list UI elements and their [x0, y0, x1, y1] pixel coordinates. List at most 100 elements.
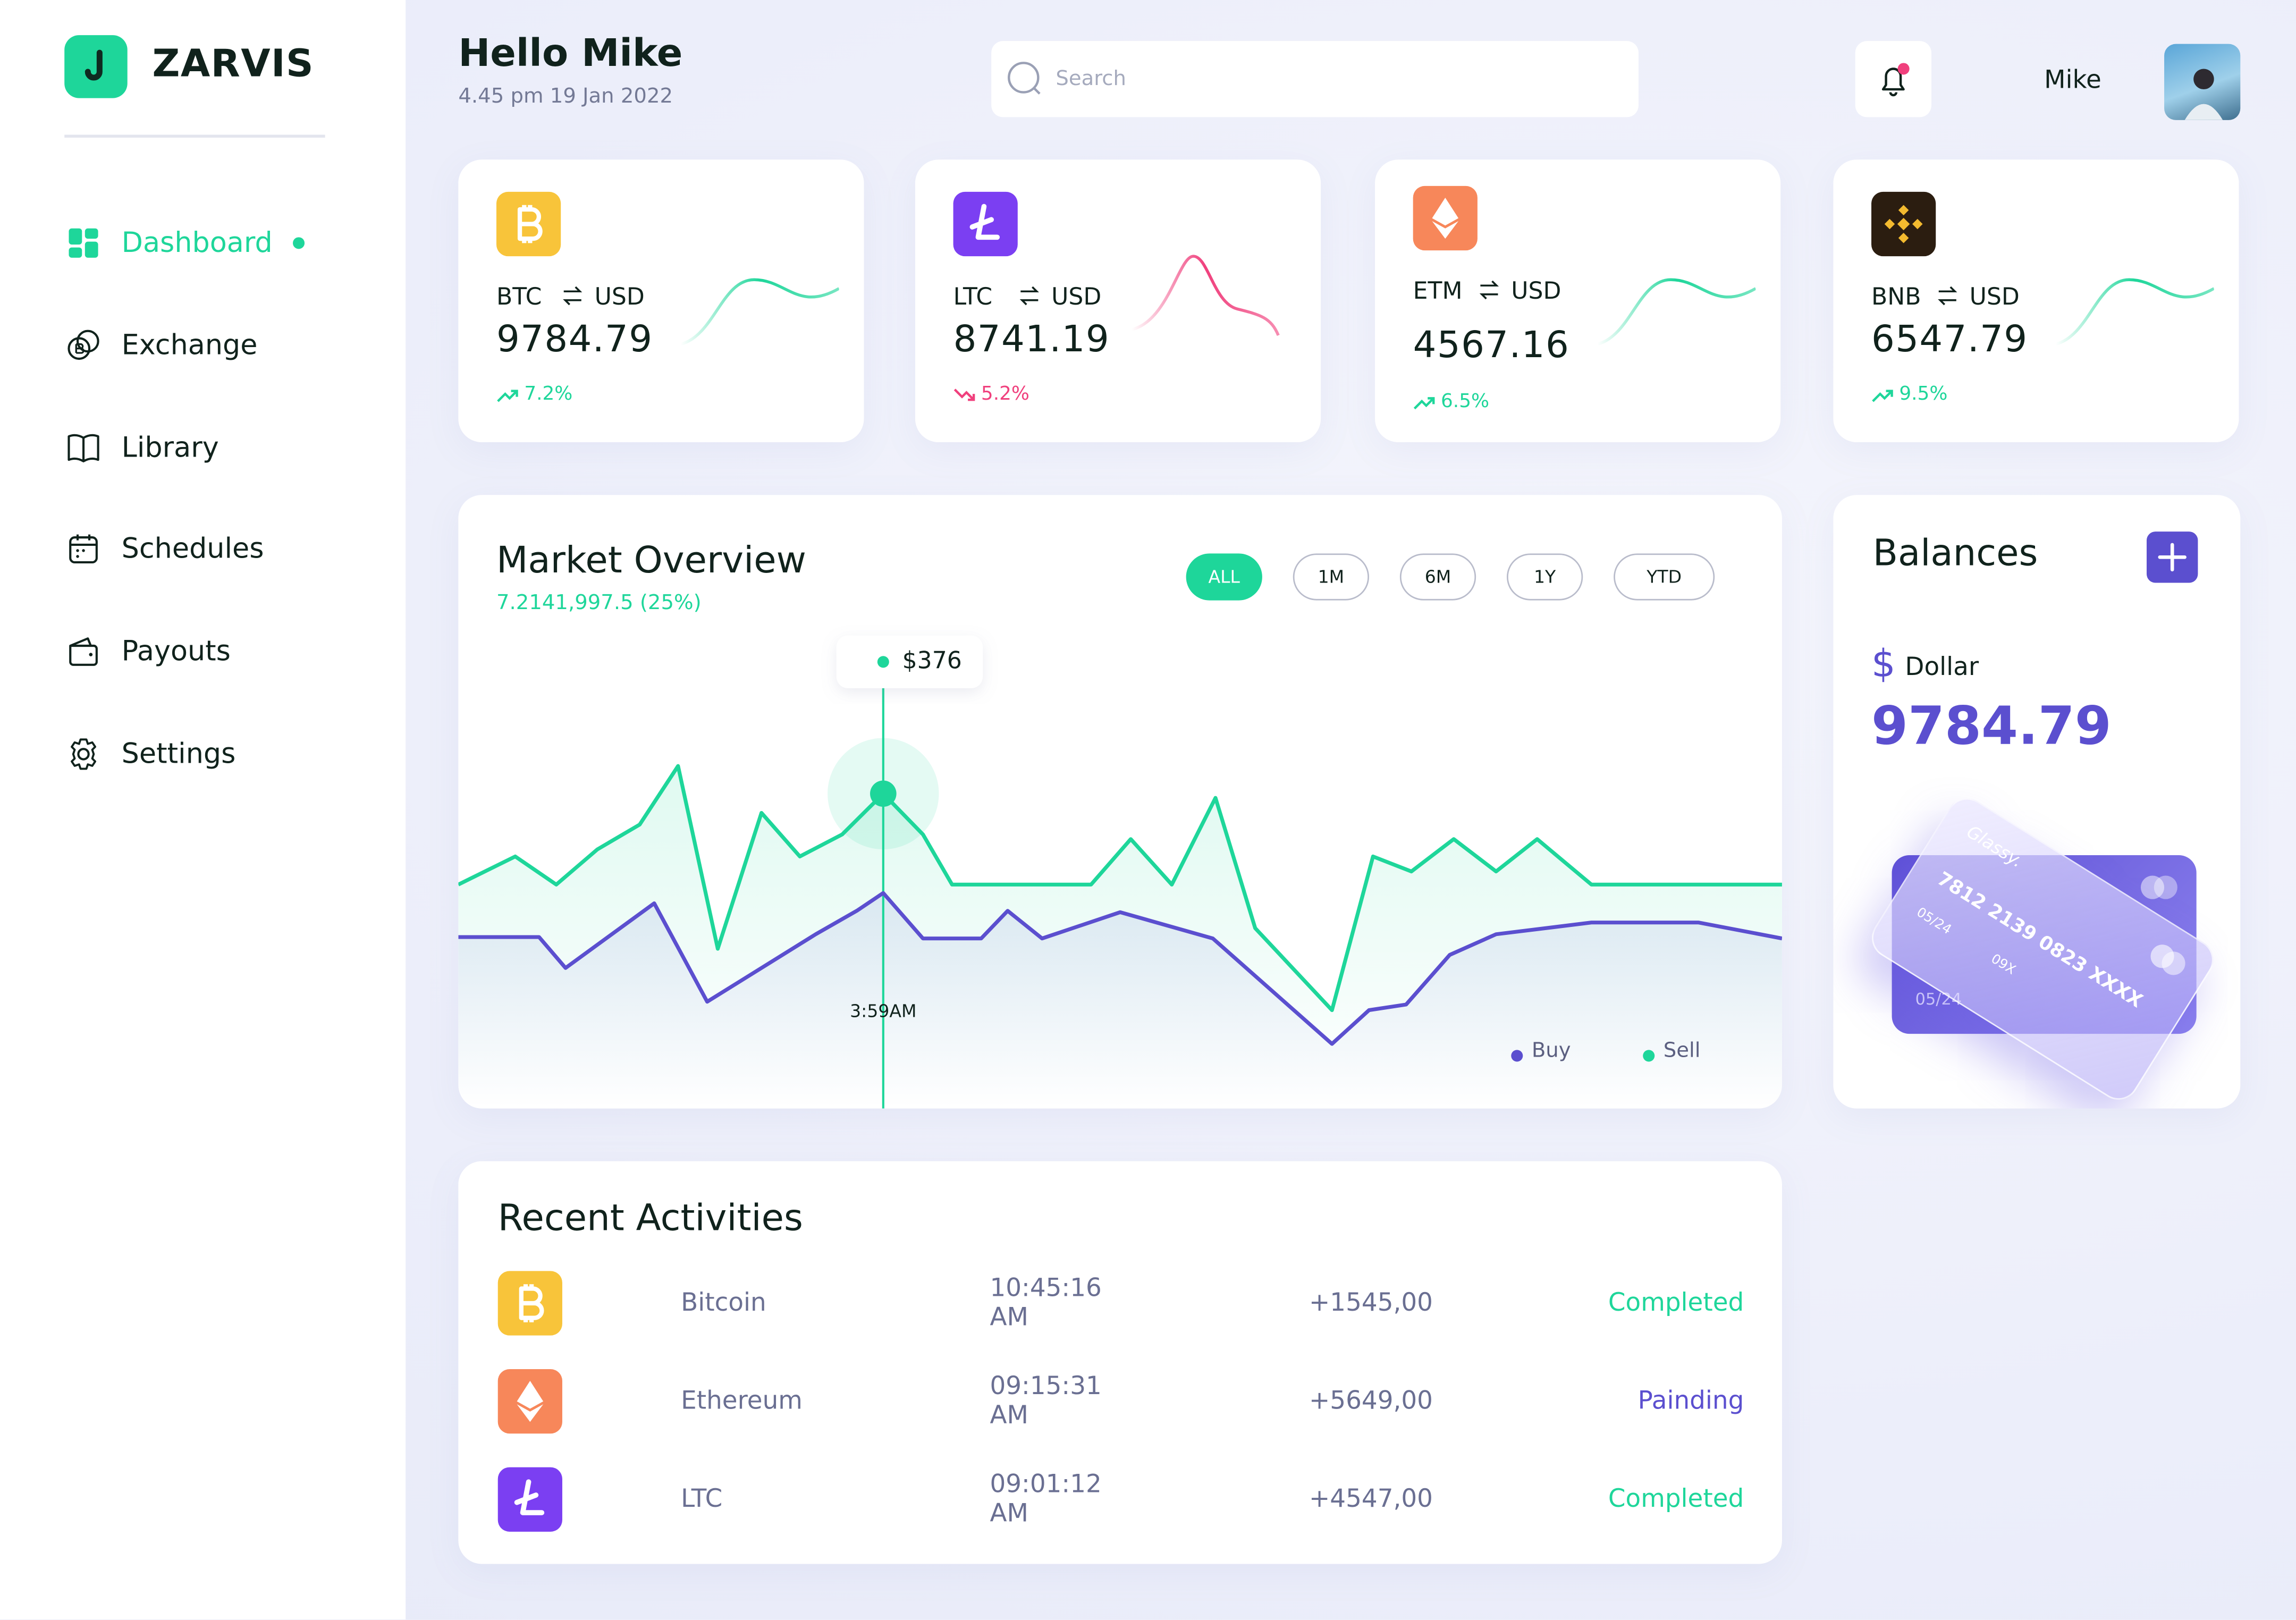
coin-glyph [514, 1479, 545, 1515]
ticker-change-value: 6.5% [1441, 391, 1490, 413]
nav-item[interactable]: Schedules [64, 528, 264, 572]
nav-item[interactable]: Dashboard [64, 221, 305, 265]
nav-item[interactable]: Settings [64, 732, 235, 777]
activity-time: 09:01:12 AM [990, 1470, 1102, 1529]
swap-icon-part [1019, 286, 1039, 306]
greeting: Hello Mike [458, 32, 683, 77]
coin-glyph [517, 205, 543, 243]
activity-status: Completed [1608, 1484, 1744, 1514]
bell-icon [1881, 63, 1910, 97]
legend-dot [1511, 1050, 1523, 1062]
ticker-price: 8741.19 [953, 317, 1110, 360]
ticker-quote: USD [594, 282, 645, 311]
market-chart: $376 3:59AM Buy Sell [458, 635, 1782, 1109]
activity-name: Bitcoin [681, 1288, 766, 1318]
activities-title: Recent Activities [497, 1196, 803, 1239]
ticker-change-value: 5.2% [981, 383, 1029, 406]
sparkline-part [2055, 278, 2214, 346]
balances-title: Balances [1872, 531, 2038, 574]
coin-glyph-part [1432, 221, 1459, 239]
ticker-price: 6547.79 [1871, 317, 2028, 360]
coin-glyph-part [517, 1381, 544, 1409]
nav-item[interactable]: Exchange [64, 323, 257, 367]
range-button[interactable]: ALL [1186, 553, 1262, 601]
ticker-quote: USD [1969, 282, 2020, 311]
activity-amount: +4547,00 [1309, 1484, 1433, 1514]
plus-icon [2158, 543, 2187, 572]
coin-glyph [519, 1284, 544, 1322]
nav-icon [69, 228, 98, 258]
coin-glyph-part [1897, 217, 1910, 231]
range-button[interactable]: 1M [1293, 553, 1370, 601]
balance-amount: 9784.79 [1871, 697, 2112, 757]
sparkline-part [1132, 255, 1280, 336]
series-line [458, 891, 1782, 1046]
range-button[interactable]: 1Y [1506, 553, 1583, 601]
activity-time: 10:45:16 AM [990, 1273, 1102, 1333]
legend-label: Buy [1532, 1039, 1571, 1062]
ticker-change-value: 9.5% [1899, 383, 1948, 406]
coin-glyph-part [514, 1479, 545, 1515]
nav-icon-part [69, 228, 82, 245]
nav-icon-part [82, 550, 85, 553]
coin-icon [1871, 191, 1936, 257]
add-button[interactable] [2146, 531, 2198, 583]
activity-row: Ethereum 09:15:31 AM +5649,00 Painding [458, 1369, 1782, 1434]
sparkline [680, 278, 839, 346]
trend-icon-part [1413, 396, 1435, 409]
range-button[interactable]: YTD [1614, 553, 1715, 601]
nav-icon-part [76, 330, 99, 352]
nav-icon-part [67, 433, 99, 462]
divider [64, 134, 325, 137]
market-card: Market Overview 7.2141,997.5 (25%) ALL 1M… [458, 495, 1782, 1109]
nav-icon [69, 637, 98, 666]
card-chip [2150, 944, 2185, 975]
coin-icon [953, 191, 1018, 257]
avatar[interactable] [2164, 44, 2241, 120]
ticker-change-value: 7.2% [524, 383, 573, 406]
nav-icon-part [69, 637, 98, 666]
trend-icon-part [1872, 389, 1893, 402]
active-dot [293, 237, 305, 249]
coin-glyph-part [1898, 232, 1909, 243]
market-title: Market Overview [496, 538, 806, 581]
logo [64, 35, 128, 98]
coin-icon [496, 191, 561, 257]
activity-amount: +1545,00 [1309, 1288, 1433, 1318]
tooltip-value: $376 [902, 647, 962, 674]
card-front: Glassy. 7812 2139 0823 XXXX 05/24 09X [1864, 790, 2222, 1108]
activity-row: Bitcoin 10:45:16 AM +1545,00 Completed [458, 1271, 1782, 1336]
trend-icon-part [497, 389, 518, 402]
coin-glyph [517, 1381, 544, 1422]
card-cvv: 09X [1988, 952, 2018, 978]
search-icon [1008, 62, 1041, 95]
card-number: 7812 2139 0823 XXXX [1932, 868, 2146, 1013]
activity-name: Ethereum [681, 1387, 803, 1416]
ticker-base: LTC [953, 282, 993, 311]
nav-icon-part [71, 738, 97, 770]
ticker-card: BNB USD 6547.79 9.5% [1833, 159, 2239, 443]
ticker-base: BTC [496, 282, 542, 311]
activity-name: LTC [681, 1484, 723, 1514]
swap-icon-part [563, 286, 583, 306]
nav-icon-part [75, 343, 85, 354]
tooltip-dot [877, 656, 889, 668]
range-label: 1Y [1534, 567, 1556, 587]
search-placeholder: Search [1056, 67, 1126, 91]
nav-item[interactable]: Payouts [64, 630, 231, 674]
nav-item[interactable]: Library [64, 426, 219, 470]
nav-label: Payouts [121, 636, 231, 668]
swap-icon [563, 286, 583, 306]
coin-glyph-part [969, 204, 1000, 240]
swap-icon [1938, 286, 1957, 306]
search-box[interactable]: Search [991, 41, 1639, 117]
nav-icon-part [85, 241, 98, 258]
ticker-change: 6.5% [1413, 391, 1489, 413]
activity-status: Completed [1608, 1288, 1744, 1318]
market-subtitle: 7.2141,997.5 (25%) [496, 592, 702, 615]
datetime: 4.45 pm 19 Jan 2022 [458, 85, 673, 108]
range-button[interactable]: 6M [1399, 553, 1476, 601]
notification-button[interactable] [1855, 41, 1931, 117]
nav-label: Settings [121, 738, 236, 771]
